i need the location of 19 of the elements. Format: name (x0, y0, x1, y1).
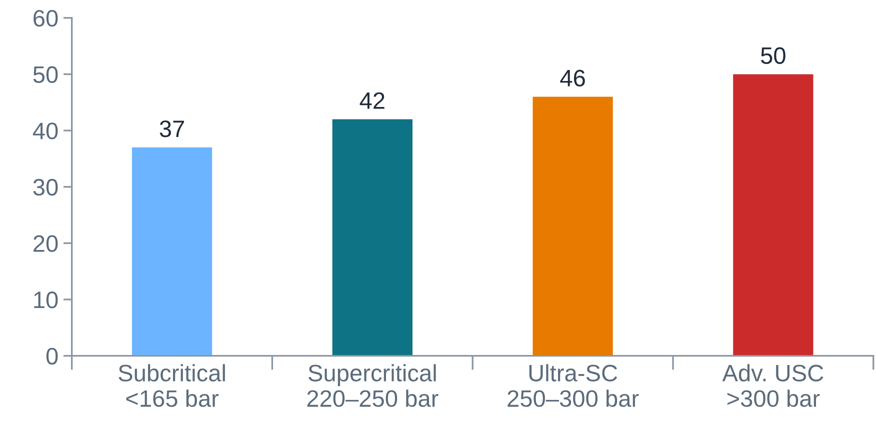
y-tick-label: 20 (34, 235, 58, 252)
y-tick-label: 40 (32, 122, 58, 140)
y-tick-label: 50 (33, 66, 58, 83)
bar (532, 96, 613, 356)
x-tick-label: Ultra-SC 250–300 bar (508, 364, 639, 407)
y-tick-label: 0 (46, 348, 58, 365)
x-tick-label: Subcritical <165 bar (118, 364, 225, 407)
bar (132, 147, 212, 356)
y-tick-label: 10 (34, 292, 58, 308)
y-tick-label: 30 (33, 178, 58, 196)
data-label: 42 (360, 92, 384, 109)
y-tick-label: 60 (34, 10, 58, 27)
data-label: 46 (560, 70, 585, 87)
data-label: 37 (160, 120, 184, 138)
data-label: 50 (760, 47, 786, 64)
x-tick-label: Supercritical 220–250 bar (307, 364, 438, 407)
bar (733, 74, 814, 356)
bar (332, 119, 412, 356)
x-tick-label: Adv. USC >300 bar (722, 364, 824, 407)
